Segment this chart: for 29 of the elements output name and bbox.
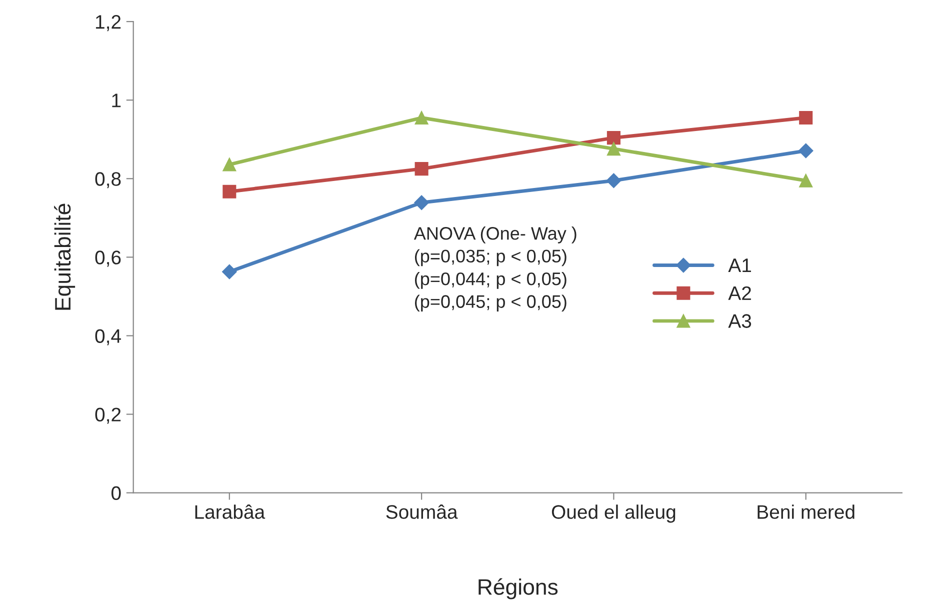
x-tick-label: Larabâa (195, 504, 266, 519)
point (606, 142, 620, 156)
y-tick-label: 0,6 (95, 250, 121, 267)
legend-label: A3 (728, 314, 752, 328)
x-tick-label: Soumâa (386, 504, 458, 519)
point (414, 111, 428, 125)
y-tick-label: 1 (112, 94, 121, 108)
point (222, 184, 236, 198)
annotation: ANOVA (One- Way ) (p=0,035; p < 0,05) (p=0,044; p < 0,05) (p=0,045; p < 0,05) (414, 226, 576, 312)
point (222, 158, 236, 172)
y-tick-label: 1,2 (96, 15, 121, 32)
point (798, 143, 814, 158)
point (799, 111, 813, 125)
x-axis-title: Régions (478, 578, 558, 600)
point (414, 162, 428, 176)
point (606, 131, 620, 145)
point (222, 264, 237, 280)
y-tick-label: 0,2 (95, 408, 121, 424)
legend-label: A1 (728, 258, 751, 272)
y-tick-label: 0,8 (95, 172, 121, 188)
y-tick-label: 0,4 (95, 329, 121, 346)
point (799, 174, 813, 188)
y-axis-title: Equitabilité (54, 204, 76, 310)
x-tick-label: Beni mered (758, 504, 854, 519)
point (606, 173, 622, 188)
y-tick-label: 0 (111, 486, 121, 500)
x-tick-label: Oued el alleug (552, 504, 676, 523)
legend-label: A2 (728, 286, 751, 300)
point (414, 195, 429, 210)
